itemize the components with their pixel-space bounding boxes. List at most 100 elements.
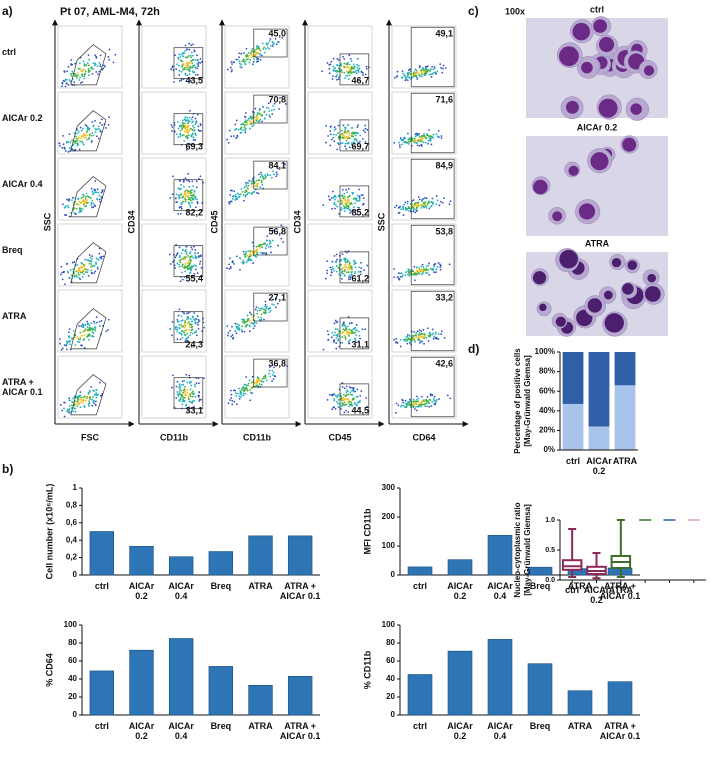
event-dot xyxy=(431,197,434,200)
event-dot xyxy=(108,116,110,119)
event-dot xyxy=(87,64,90,67)
event-dot xyxy=(344,264,346,266)
event-dot xyxy=(403,203,406,206)
event-dot xyxy=(80,137,83,140)
event-dot xyxy=(183,333,186,336)
event-dot xyxy=(335,265,338,267)
event-dot xyxy=(175,68,178,70)
event-dot xyxy=(407,138,410,141)
event-dot xyxy=(280,232,283,234)
event-dot xyxy=(428,273,431,276)
event-dot xyxy=(83,273,85,276)
event-dot xyxy=(355,403,358,406)
event-dot xyxy=(427,134,430,137)
event-dot xyxy=(230,200,233,203)
event-dot xyxy=(190,328,193,331)
event-dot xyxy=(416,76,418,79)
gate xyxy=(339,119,370,152)
event-dot xyxy=(108,48,111,51)
event-dot xyxy=(354,266,357,269)
event-dot xyxy=(93,188,96,191)
gate xyxy=(173,179,204,212)
bar xyxy=(487,534,513,576)
event-dot xyxy=(77,267,80,269)
cell-nucleus xyxy=(581,61,593,74)
event-dot xyxy=(97,258,100,261)
event-dot xyxy=(80,135,83,138)
event-dot xyxy=(254,53,257,56)
bar xyxy=(447,650,473,716)
y-tick-label: 0.5 xyxy=(545,547,555,554)
event-dot xyxy=(92,67,95,70)
event-dot xyxy=(422,399,425,402)
event-dot xyxy=(172,261,174,263)
event-dot xyxy=(196,334,198,337)
event-dot xyxy=(91,73,94,75)
event-dot xyxy=(176,330,179,333)
bar xyxy=(407,674,433,716)
event-dot xyxy=(437,338,440,341)
gate xyxy=(253,28,288,58)
event-dot xyxy=(340,129,343,132)
event-dot xyxy=(92,328,94,331)
event-dot xyxy=(187,395,190,398)
event-dot xyxy=(197,73,199,76)
event-dot xyxy=(443,336,446,339)
event-dot xyxy=(234,128,237,131)
event-dot xyxy=(429,68,432,70)
event-dot xyxy=(179,135,182,138)
cell-nucleus xyxy=(565,100,579,114)
cell-nucleus xyxy=(568,165,579,176)
plot-frame xyxy=(391,289,457,353)
event-dot xyxy=(240,63,243,66)
event-dot xyxy=(355,69,358,72)
event-dot xyxy=(58,338,61,341)
event-dot xyxy=(431,65,434,68)
event-dot xyxy=(101,190,104,193)
event-dot xyxy=(353,327,356,330)
event-dot xyxy=(366,128,369,131)
event-dot xyxy=(345,74,348,77)
event-dot xyxy=(361,328,364,331)
event-dot xyxy=(67,141,70,143)
event-dot xyxy=(429,394,432,397)
event-dot xyxy=(179,180,182,182)
event-dot xyxy=(67,411,70,413)
image-label: AICAr 0.2 xyxy=(577,122,618,132)
event-dot xyxy=(425,336,428,339)
event-dot xyxy=(417,338,420,341)
event-dot xyxy=(66,70,68,73)
event-dot xyxy=(241,318,243,321)
event-dot xyxy=(95,55,98,58)
event-dot xyxy=(257,57,260,60)
event-dot xyxy=(332,197,335,199)
event-dot xyxy=(179,129,182,132)
event-dot xyxy=(193,312,195,314)
event-dot xyxy=(427,335,430,337)
gate-value: 71,6 xyxy=(435,94,453,104)
event-dot xyxy=(231,325,233,328)
event-dot xyxy=(267,308,270,310)
event-dot xyxy=(251,386,254,389)
event-dot xyxy=(334,196,337,198)
y-tick-label: 0.0 xyxy=(545,577,555,584)
event-dot xyxy=(94,270,97,273)
event-dot xyxy=(191,70,194,73)
event-dot xyxy=(435,203,438,206)
event-dot xyxy=(345,271,348,274)
event-dot xyxy=(262,311,265,314)
event-dot xyxy=(259,251,262,254)
event-dot xyxy=(191,248,194,251)
panel-label: a) xyxy=(2,4,13,18)
event-dot xyxy=(79,398,82,401)
event-dot xyxy=(395,75,398,78)
event-dot xyxy=(194,59,197,62)
event-dot xyxy=(61,146,64,149)
event-dot xyxy=(255,118,258,120)
event-dot xyxy=(257,379,259,382)
event-dot xyxy=(68,198,71,200)
event-dot xyxy=(90,327,93,330)
y-tick-label: 100% xyxy=(535,347,555,356)
event-dot xyxy=(441,71,444,74)
event-dot xyxy=(402,207,405,209)
